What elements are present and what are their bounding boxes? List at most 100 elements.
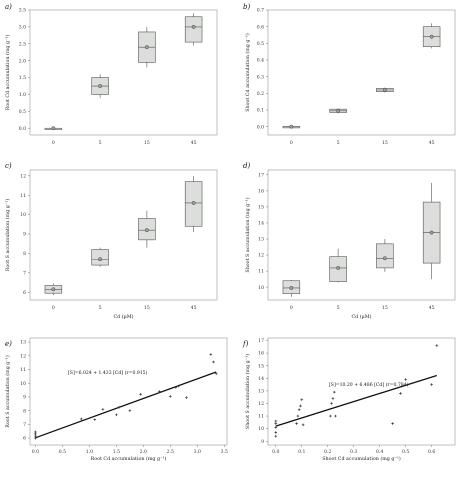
box-mean-marker (429, 230, 434, 235)
x-tick-label: 0.6 (428, 449, 435, 455)
data-point (274, 431, 278, 434)
x-axis-title: Cd (µM) (351, 313, 371, 320)
data-point (435, 344, 439, 347)
y-tick-label: 1.0 (19, 92, 26, 98)
box-45 (422, 182, 441, 280)
y-tick-label: 8 (23, 408, 26, 414)
data-point (300, 398, 304, 401)
x-tick-label: 45 (429, 140, 435, 146)
box-mean-marker (336, 265, 341, 270)
data-point (115, 413, 118, 417)
data-point (177, 384, 180, 388)
x-tick-label: 15 (144, 305, 150, 311)
chart-panel-5: e) 6 7 8 9 10 11 12 13 Root S accumulation (mg g⁻… (4, 337, 228, 462)
x-tick-label: 3.5 (221, 449, 228, 455)
y-tick-label: 9 (261, 439, 264, 445)
y-tick-label: 2.5 (19, 41, 26, 47)
chart-panel-3: c) 6 7 8 9 10 11 12 Root S accumulation (mg g⁻¹)… (4, 162, 218, 320)
y-tick-label: 0.1 (257, 108, 264, 114)
box-15 (138, 210, 156, 248)
plot-frame (267, 337, 456, 446)
data-point (185, 396, 188, 399)
y-axis-title: Shoot S accumulation (mg g⁻¹) (244, 197, 251, 272)
x-tick-label: 3.0 (194, 449, 201, 455)
panel-label: b) (243, 3, 250, 11)
data-point (209, 353, 213, 356)
y-tick-label: 0.2 (257, 91, 264, 97)
data-point (274, 422, 278, 425)
box-5 (329, 248, 347, 283)
x-tick-label: 15 (382, 305, 388, 311)
data-point (329, 414, 332, 418)
box-mean-marker (144, 228, 149, 233)
y-tick-label: 10 (258, 285, 264, 291)
data-point (128, 409, 132, 413)
data-point (297, 408, 301, 412)
data-point (332, 390, 336, 394)
y-tick-label: 0.7 (257, 8, 264, 14)
y-tick-label: 6 (23, 290, 26, 296)
panel-label: e) (5, 340, 12, 348)
y-tick-label: 0.5 (19, 109, 26, 115)
y-tick-label: 10 (20, 381, 26, 387)
y-tick-label: 12 (258, 401, 264, 407)
y-tick-label: 9 (23, 232, 26, 238)
y-tick-label: 0.6 (257, 24, 264, 30)
box-mean-marker (429, 34, 434, 39)
y-tick-label: 0.0 (257, 124, 264, 130)
data-point (214, 372, 218, 375)
data-point (404, 378, 407, 381)
y-tick-label: 2.0 (19, 58, 26, 64)
y-tick-label: 0.0 (19, 126, 26, 132)
data-point (274, 434, 278, 438)
x-tick-label: 0.3 (350, 449, 357, 455)
y-tick-label: 16 (258, 188, 264, 194)
x-tick-label: 0.0 (32, 449, 39, 455)
box-mean-marker (336, 108, 341, 113)
box-45 (184, 175, 203, 233)
x-tick-label: 5 (99, 140, 102, 146)
data-point (158, 390, 161, 393)
box-body (376, 243, 394, 269)
x-tick-label: 2.5 (167, 449, 174, 455)
data-point (274, 426, 278, 429)
y-tick-label: 7 (23, 422, 26, 428)
box-0 (282, 124, 301, 129)
box-mean-marker (289, 124, 294, 129)
y-tick-label: 12 (258, 253, 264, 259)
y-tick-label: 11 (258, 269, 264, 275)
y-tick-label: 8 (23, 251, 26, 257)
box-mean-marker (382, 88, 387, 92)
data-point (139, 392, 142, 396)
box-15 (376, 239, 394, 272)
y-tick-label: 12 (20, 353, 26, 359)
box-mean-marker (51, 126, 56, 131)
panel-label: c) (5, 162, 12, 170)
y-axis-title: Root S accumulation (mg g⁻¹) (4, 199, 11, 272)
box-5 (91, 247, 109, 268)
data-point (93, 418, 97, 421)
x-tick-label: 5 (99, 305, 102, 311)
box-mean-marker (144, 45, 149, 50)
y-axis-title: Root Cd accumulation (mg g⁻¹) (4, 34, 11, 110)
box-45 (422, 23, 441, 49)
x-tick-label: 0.0 (272, 449, 279, 455)
x-tick-label: 5 (337, 305, 340, 311)
box-mean-marker (382, 256, 387, 261)
y-tick-label: 11 (258, 414, 264, 420)
x-tick-label: 0.1 (298, 449, 305, 455)
y-tick-label: 0.5 (257, 41, 264, 47)
y-tick-label: 10 (258, 426, 264, 432)
y-tick-label: 14 (258, 221, 264, 227)
x-tick-label: 45 (429, 305, 435, 311)
box-15 (138, 26, 156, 68)
regression-line (275, 374, 438, 427)
y-tick-label: 7 (23, 270, 26, 276)
data-point (117, 405, 121, 409)
y-tick-label: 6 (23, 436, 26, 442)
x-tick-label: 0.2 (324, 449, 331, 455)
y-tick-label: 13 (258, 388, 264, 394)
x-axis-title: Shoot Cd accumulation (mg g⁻¹) (322, 455, 401, 462)
data-point (79, 417, 83, 421)
box-body (184, 16, 203, 43)
